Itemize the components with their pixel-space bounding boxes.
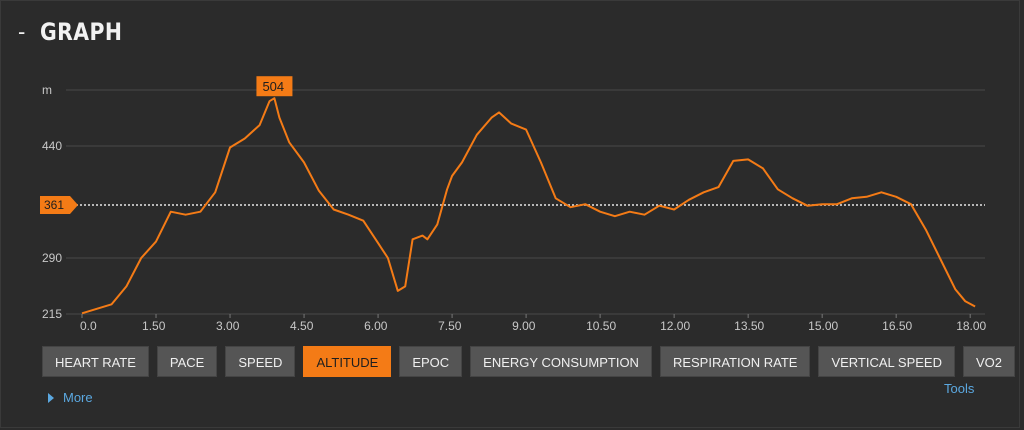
expand-triangle-icon bbox=[48, 392, 54, 403]
tab-altitude[interactable]: ALTITUDE bbox=[303, 346, 392, 377]
tools-link[interactable]: Tools bbox=[944, 381, 975, 396]
x-tick-label: 15.00 bbox=[808, 319, 838, 333]
y-tick-label: 290 bbox=[42, 251, 62, 265]
altitude-chart: m 440 290 215 0.0 1.50 3.00 4.50 6.00 7.50 9.00 10… bbox=[40, 76, 987, 333]
chart-grid bbox=[66, 89, 985, 315]
x-axis: 0.0 1.50 3.00 4.50 6.00 7.50 9.00 10.50 12.00 13.… bbox=[80, 314, 987, 333]
x-tick-label: 13.50 bbox=[734, 319, 764, 333]
x-tick-label: 1.50 bbox=[142, 319, 166, 333]
x-tick-label: 10.50 bbox=[586, 319, 616, 333]
y-axis: m 440 290 215 bbox=[42, 83, 62, 321]
x-tick-label: 6.00 bbox=[364, 319, 388, 333]
tab-vo2[interactable]: VO2 bbox=[962, 346, 1015, 377]
x-tick-label: 16.50 bbox=[882, 319, 912, 333]
x-tick-label: 9.00 bbox=[512, 319, 536, 333]
tab-heart-rate[interactable]: HEART RATE bbox=[42, 346, 149, 377]
tab-epoc[interactable]: EPOC bbox=[399, 346, 463, 377]
tab-respiration-rate[interactable]: RESPIRATION RATE bbox=[659, 346, 811, 377]
x-tick-label: 0.0 bbox=[80, 319, 97, 333]
y-tick-label: 215 bbox=[42, 307, 62, 321]
x-tick-label: 7.50 bbox=[438, 319, 462, 333]
average-label: 361 bbox=[44, 198, 64, 212]
more-label: More bbox=[63, 390, 93, 405]
y-unit-label: m bbox=[42, 83, 52, 97]
metric-tabs: HEART RATE PACE SPEED ALTITUDE EPOC ENERGY CO… bbox=[42, 346, 1023, 377]
more-link[interactable]: More bbox=[48, 390, 93, 405]
tab-pace[interactable]: PACE bbox=[156, 346, 218, 377]
tab-vertical-speed[interactable]: VERTICAL SPEED bbox=[818, 346, 955, 377]
collapse-toggle[interactable]: - bbox=[18, 19, 26, 44]
x-tick-label: 3.00 bbox=[216, 319, 240, 333]
graph-header: - GRAPH bbox=[18, 18, 137, 46]
y-tick-label: 440 bbox=[42, 139, 62, 153]
tab-energy-consumption[interactable]: ENERGY CONSUMPTION bbox=[470, 346, 652, 377]
average-marker: 361 bbox=[40, 195, 78, 214]
peak-label: 504 bbox=[262, 79, 284, 94]
tab-speed[interactable]: SPEED bbox=[225, 346, 296, 377]
altitude-line bbox=[81, 97, 976, 315]
x-tick-label: 12.00 bbox=[660, 319, 690, 333]
x-tick-label: 18.00 bbox=[956, 319, 986, 333]
peak-marker: 504 bbox=[256, 76, 293, 97]
graph-title: GRAPH bbox=[40, 18, 123, 46]
x-tick-label: 4.50 bbox=[290, 319, 314, 333]
